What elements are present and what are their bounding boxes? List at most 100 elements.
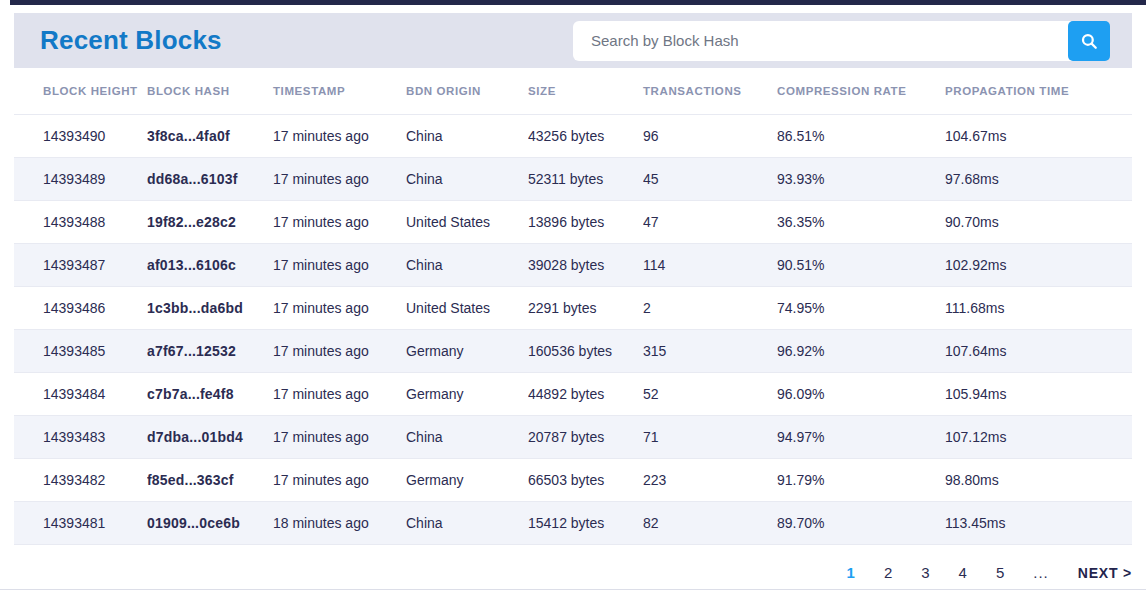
cell-height: 14393489 bbox=[14, 157, 147, 200]
cell-hash[interactable]: d7dba...01bd4 bbox=[147, 415, 273, 458]
cell-origin: Germany bbox=[406, 329, 528, 372]
cell-height: 14393482 bbox=[14, 458, 147, 501]
panel-header: Recent Blocks bbox=[14, 13, 1132, 68]
cell-propagation_time: 98.80ms bbox=[945, 458, 1132, 501]
cell-origin: United States bbox=[406, 286, 528, 329]
page-title: Recent Blocks bbox=[40, 25, 222, 56]
cell-hash[interactable]: 3f8ca...4fa0f bbox=[147, 114, 273, 157]
table-row[interactable]: 1439348101909...0ce6b18 minutes agoChina… bbox=[14, 501, 1132, 544]
cell-propagation_time: 105.94ms bbox=[945, 372, 1132, 415]
recent-blocks-page: Recent Blocks BLOCK HEI bbox=[0, 0, 1146, 590]
table-row[interactable]: 14393483d7dba...01bd417 minutes agoChina… bbox=[14, 415, 1132, 458]
column-header-transactions: TRANSACTIONS bbox=[643, 68, 777, 114]
column-header-hash: BLOCK HASH bbox=[147, 68, 273, 114]
cell-origin: China bbox=[406, 157, 528, 200]
cell-timestamp: 17 minutes ago bbox=[273, 114, 406, 157]
top-divider bbox=[10, 0, 1146, 5]
pagination-page-1[interactable]: 1 bbox=[847, 564, 855, 581]
pagination-ellipsis: ... bbox=[1033, 564, 1049, 581]
column-header-size: SIZE bbox=[528, 68, 643, 114]
cell-transactions: 2 bbox=[643, 286, 777, 329]
table-row[interactable]: 14393487af013...6106c17 minutes agoChina… bbox=[14, 243, 1132, 286]
cell-height: 14393487 bbox=[14, 243, 147, 286]
cell-origin: China bbox=[406, 415, 528, 458]
cell-timestamp: 17 minutes ago bbox=[273, 458, 406, 501]
cell-height: 14393481 bbox=[14, 501, 147, 544]
cell-origin: China bbox=[406, 114, 528, 157]
cell-size: 15412 bytes bbox=[528, 501, 643, 544]
cell-size: 52311 bytes bbox=[528, 157, 643, 200]
cell-timestamp: 17 minutes ago bbox=[273, 415, 406, 458]
cell-transactions: 52 bbox=[643, 372, 777, 415]
table-body: 143934903f8ca...4fa0f17 minutes agoChina… bbox=[14, 114, 1132, 544]
search-input[interactable] bbox=[573, 21, 1072, 61]
cell-timestamp: 18 minutes ago bbox=[273, 501, 406, 544]
cell-hash[interactable]: 01909...0ce6b bbox=[147, 501, 273, 544]
table-row[interactable]: 143934861c3bb...da6bd17 minutes agoUnite… bbox=[14, 286, 1132, 329]
cell-size: 39028 bytes bbox=[528, 243, 643, 286]
pagination-page-4[interactable]: 4 bbox=[959, 564, 967, 581]
cell-propagation_time: 90.70ms bbox=[945, 200, 1132, 243]
pagination-page-5[interactable]: 5 bbox=[996, 564, 1004, 581]
cell-compression_rate: 94.97% bbox=[777, 415, 945, 458]
cell-timestamp: 17 minutes ago bbox=[273, 243, 406, 286]
cell-origin: China bbox=[406, 243, 528, 286]
cell-height: 14393488 bbox=[14, 200, 147, 243]
pagination-page-3[interactable]: 3 bbox=[921, 564, 929, 581]
cell-compression_rate: 86.51% bbox=[777, 114, 945, 157]
cell-timestamp: 17 minutes ago bbox=[273, 372, 406, 415]
cell-height: 14393490 bbox=[14, 114, 147, 157]
column-header-origin: BDN ORIGIN bbox=[406, 68, 528, 114]
cell-size: 13896 bytes bbox=[528, 200, 643, 243]
cell-hash[interactable]: af013...6106c bbox=[147, 243, 273, 286]
table-row[interactable]: 14393482f85ed...363cf17 minutes agoGerma… bbox=[14, 458, 1132, 501]
cell-height: 14393486 bbox=[14, 286, 147, 329]
cell-transactions: 82 bbox=[643, 501, 777, 544]
cell-size: 43256 bytes bbox=[528, 114, 643, 157]
recent-blocks-table: BLOCK HEIGHTBLOCK HASHTIMESTAMPBDN ORIGI… bbox=[14, 68, 1132, 545]
table-row[interactable]: 1439348819f82...e28c217 minutes agoUnite… bbox=[14, 200, 1132, 243]
cell-height: 14393484 bbox=[14, 372, 147, 415]
table-row[interactable]: 14393489dd68a...6103f17 minutes agoChina… bbox=[14, 157, 1132, 200]
search-bar bbox=[573, 21, 1110, 61]
table-row[interactable]: 143934903f8ca...4fa0f17 minutes agoChina… bbox=[14, 114, 1132, 157]
cell-timestamp: 17 minutes ago bbox=[273, 329, 406, 372]
cell-hash[interactable]: f85ed...363cf bbox=[147, 458, 273, 501]
cell-origin: China bbox=[406, 501, 528, 544]
cell-transactions: 96 bbox=[643, 114, 777, 157]
cell-compression_rate: 74.95% bbox=[777, 286, 945, 329]
cell-propagation_time: 102.92ms bbox=[945, 243, 1132, 286]
table-header-row: BLOCK HEIGHTBLOCK HASHTIMESTAMPBDN ORIGI… bbox=[14, 68, 1132, 114]
cell-size: 44892 bytes bbox=[528, 372, 643, 415]
cell-size: 20787 bytes bbox=[528, 415, 643, 458]
pagination-page-2[interactable]: 2 bbox=[884, 564, 892, 581]
cell-compression_rate: 93.93% bbox=[777, 157, 945, 200]
cell-propagation_time: 113.45ms bbox=[945, 501, 1132, 544]
cell-hash[interactable]: a7f67...12532 bbox=[147, 329, 273, 372]
cell-height: 14393485 bbox=[14, 329, 147, 372]
table-row[interactable]: 14393485a7f67...1253217 minutes agoGerma… bbox=[14, 329, 1132, 372]
cell-transactions: 47 bbox=[643, 200, 777, 243]
cell-propagation_time: 104.67ms bbox=[945, 114, 1132, 157]
cell-compression_rate: 96.09% bbox=[777, 372, 945, 415]
column-header-compression_rate: COMPRESSION RATE bbox=[777, 68, 945, 114]
cell-origin: Germany bbox=[406, 372, 528, 415]
pagination-next-button[interactable]: NEXT > bbox=[1078, 565, 1132, 581]
cell-propagation_time: 111.68ms bbox=[945, 286, 1132, 329]
cell-hash[interactable]: dd68a...6103f bbox=[147, 157, 273, 200]
pagination: 1 2 3 4 5... NEXT > bbox=[847, 564, 1132, 581]
cell-hash[interactable]: 1c3bb...da6bd bbox=[147, 286, 273, 329]
search-button[interactable] bbox=[1068, 21, 1110, 61]
cell-compression_rate: 36.35% bbox=[777, 200, 945, 243]
column-header-propagation_time: PROPAGATION TIME bbox=[945, 68, 1132, 114]
cell-size: 66503 bytes bbox=[528, 458, 643, 501]
table-row[interactable]: 14393484c7b7a...fe4f817 minutes agoGerma… bbox=[14, 372, 1132, 415]
cell-propagation_time: 107.12ms bbox=[945, 415, 1132, 458]
column-header-timestamp: TIMESTAMP bbox=[273, 68, 406, 114]
cell-transactions: 223 bbox=[643, 458, 777, 501]
column-header-height: BLOCK HEIGHT bbox=[14, 68, 147, 114]
cell-hash[interactable]: 19f82...e28c2 bbox=[147, 200, 273, 243]
cell-timestamp: 17 minutes ago bbox=[273, 200, 406, 243]
cell-hash[interactable]: c7b7a...fe4f8 bbox=[147, 372, 273, 415]
cell-compression_rate: 89.70% bbox=[777, 501, 945, 544]
